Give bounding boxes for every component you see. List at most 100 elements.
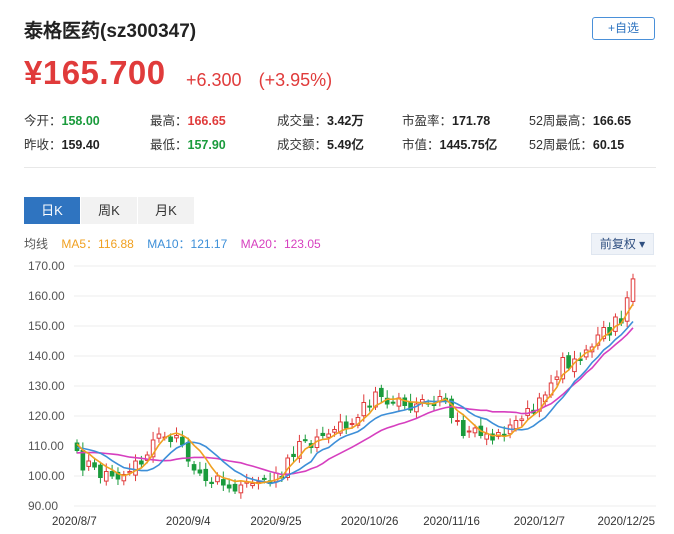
candle-body [414, 403, 419, 413]
period-tabs: 日K 周K 月K [24, 197, 195, 224]
candle-body [86, 460, 92, 467]
candle-body [174, 435, 179, 439]
candle-body [519, 418, 525, 421]
candle-body [455, 420, 460, 422]
ma10-legend: MA10：121.17 [147, 237, 228, 251]
candle-body [168, 436, 173, 442]
y-tick-label: 160.00 [28, 289, 65, 303]
candle-body [367, 405, 372, 408]
candle-body [180, 436, 185, 446]
x-tick-label: 2020/10/26 [341, 516, 399, 528]
candle-body [103, 471, 109, 482]
candle-body [601, 327, 607, 340]
price-change: +6.300 (+3.95%) [186, 70, 344, 91]
y-tick-label: 120.00 [28, 409, 65, 423]
stock-title: 泰格医药(sz300347) [24, 21, 197, 42]
price-change-percent: (+3.95%) [258, 70, 333, 90]
candle-body [525, 408, 530, 416]
candle-body [302, 439, 308, 442]
stat-volume: 成交量：3.42万 [277, 114, 364, 128]
candle-body [156, 433, 162, 439]
candle-body [109, 471, 115, 477]
stat-pe: 市盈率：171.78 [402, 114, 491, 128]
candle-body [338, 421, 343, 434]
candle-body [133, 460, 138, 476]
candle-body [460, 420, 466, 436]
candle-body [232, 483, 238, 492]
stat-open: 今开：158.00 [24, 114, 100, 128]
x-tick-label: 2020/12/25 [597, 516, 655, 528]
ma10-line [76, 320, 634, 485]
candle-body [320, 432, 326, 436]
candle-body [291, 453, 296, 457]
candle-body [332, 429, 337, 433]
x-tick-label: 2020/8/7 [52, 516, 97, 528]
candle-body [466, 430, 472, 433]
stat-market-cap: 市值：1445.75亿 [402, 138, 498, 152]
candle-body [121, 474, 127, 482]
stat-prev-close: 昨收：159.40 [24, 138, 100, 152]
candle-body [630, 278, 636, 302]
candle-body [484, 433, 489, 440]
x-tick-label: 2020/9/4 [166, 516, 211, 528]
stat-turnover: 成交额：5.49亿 [277, 138, 364, 152]
stats-row-1: 今开：158.00 最高：166.65 成交量：3.42万 市盈率：171.78… [24, 110, 664, 134]
candle-body [595, 334, 601, 346]
y-tick-label: 170.00 [28, 259, 65, 273]
candle-body [513, 420, 519, 430]
candle-body [554, 376, 560, 380]
candle-body [226, 484, 232, 489]
stat-low: 最低：157.90 [150, 138, 226, 152]
price-change-value: +6.300 [186, 70, 242, 90]
candle-body [261, 477, 267, 480]
y-tick-label: 90.00 [28, 499, 58, 513]
stat-52w-high: 52周最高：166.65 [529, 114, 632, 128]
candle-body [501, 433, 507, 437]
y-tick-label: 150.00 [28, 319, 65, 333]
ma5-line [76, 303, 634, 485]
x-tick-label: 2020/11/16 [423, 516, 480, 528]
candle-body [343, 421, 349, 429]
candle-body [349, 423, 355, 425]
candle-body [560, 357, 566, 380]
candle-body [326, 433, 331, 438]
candle-body [472, 427, 478, 434]
y-tick-label: 110.00 [28, 439, 64, 453]
ma20-legend: MA20：123.05 [240, 237, 321, 251]
candle-body [150, 439, 156, 458]
stats-panel: 今开：158.00 最高：166.65 成交量：3.42万 市盈率：171.78… [24, 110, 664, 158]
candle-body [215, 475, 220, 483]
candle-body [297, 441, 302, 459]
y-tick-label: 130.00 [28, 379, 65, 393]
candle-body [624, 297, 630, 322]
candle-body [449, 398, 454, 418]
candle-body [361, 402, 367, 417]
candle-body [203, 468, 209, 481]
candle-body [115, 471, 121, 480]
x-tick-label: 2020/12/7 [514, 516, 565, 528]
candlestick-chart: 170.00 160.00 150.00 140.00 130.00 120.00 110.… [28, 259, 656, 528]
candle-body [98, 464, 103, 478]
ma-legend-label: 均线 [24, 237, 49, 251]
divider [24, 167, 656, 168]
x-tick-label: 2020/9/25 [250, 516, 301, 528]
candle-body [613, 316, 618, 332]
candle-body [139, 460, 144, 465]
add-watchlist-button[interactable]: +自选 [592, 17, 655, 40]
y-tick-label: 140.00 [28, 349, 65, 363]
y-tick-label: 100.00 [28, 469, 65, 483]
stat-52w-low: 52周最低：60.15 [529, 138, 625, 152]
ma5-legend: MA5：116.88 [61, 237, 134, 251]
tab-weekly[interactable]: 周K [81, 197, 137, 224]
stats-row-2: 昨收：159.40 最低：157.90 成交额：5.49亿 市值：1445.75… [24, 134, 664, 158]
candle-body [221, 479, 226, 486]
candle-body [191, 464, 197, 471]
stat-high: 最高：166.65 [150, 114, 226, 128]
tab-daily[interactable]: 日K [24, 197, 80, 224]
price-adjust-dropdown[interactable]: 前复权 ▾ [591, 233, 654, 255]
candle-body [390, 401, 396, 404]
candle-body [144, 454, 150, 461]
tab-monthly[interactable]: 月K [138, 197, 194, 224]
candle-body [566, 355, 571, 369]
candle-body [209, 481, 214, 485]
